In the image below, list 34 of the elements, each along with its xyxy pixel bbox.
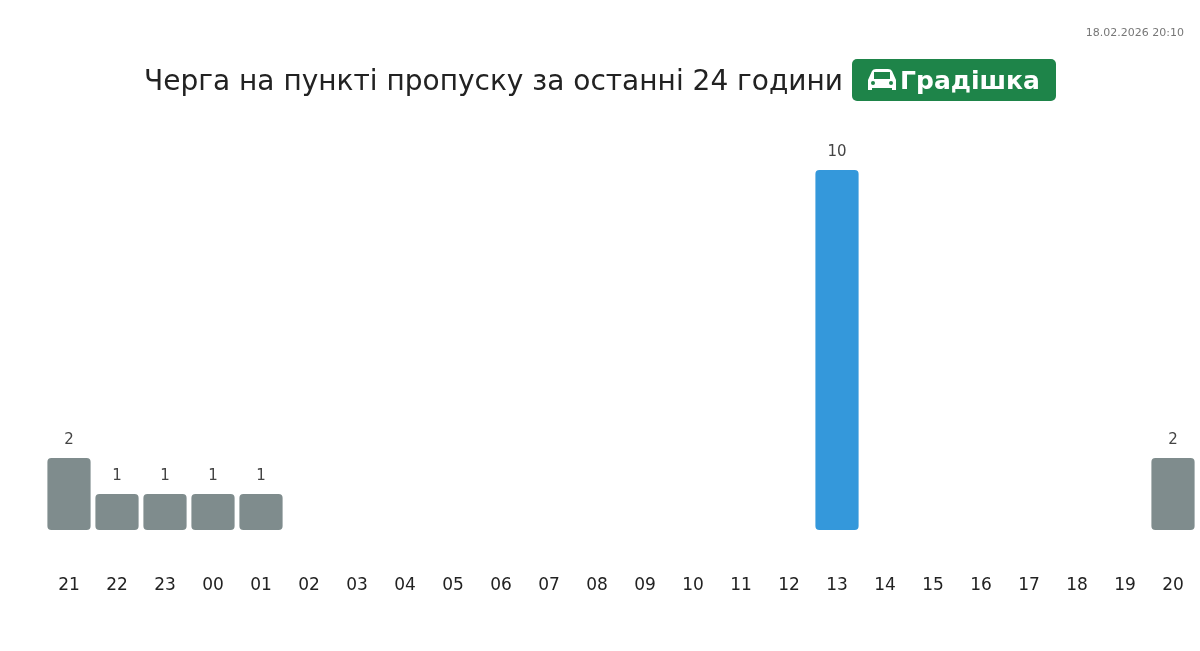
- x-tick-label: 15: [922, 574, 944, 594]
- x-tick-label: 10: [682, 574, 704, 594]
- data-label: 2: [64, 430, 74, 448]
- x-tick-label: 21: [58, 574, 80, 594]
- x-tick-label: 22: [106, 574, 128, 594]
- x-tick-label: 08: [586, 574, 608, 594]
- x-tick-label: 05: [442, 574, 464, 594]
- x-tick-label: 00: [202, 574, 224, 594]
- x-tick-label: 09: [634, 574, 656, 594]
- x-tick-label: 02: [298, 574, 320, 594]
- data-label: 1: [160, 466, 170, 484]
- x-tick-label: 20: [1162, 574, 1184, 594]
- x-tick-label: 16: [970, 574, 992, 594]
- x-tick-label: 12: [778, 574, 800, 594]
- x-tick-label: 18: [1066, 574, 1088, 594]
- data-label: 1: [256, 466, 266, 484]
- chart-subtitle: Градішка: [900, 66, 1040, 95]
- text: 18.02.2026 20:10: [1085, 26, 1184, 39]
- x-tick-label: 01: [250, 574, 272, 594]
- data-label: 1: [112, 466, 122, 484]
- data-label: 1: [208, 466, 218, 484]
- x-tick-label: 23: [154, 574, 176, 594]
- x-tick-label: 03: [346, 574, 368, 594]
- data-label: 10: [827, 142, 847, 160]
- x-tick-label: 14: [874, 574, 896, 594]
- data-label: 2: [1168, 430, 1178, 448]
- x-tick-label: 19: [1114, 574, 1136, 594]
- x-tick-label: 07: [538, 574, 560, 594]
- chart-title: Черга на пункті пропуску за останні 24 години: [144, 64, 843, 97]
- x-tick-label: 11: [730, 574, 752, 594]
- x-tick-label: 17: [1018, 574, 1040, 594]
- x-tick-label: 13: [826, 574, 848, 594]
- x-tick-label: 04: [394, 574, 416, 594]
- x-tick-label: 06: [490, 574, 512, 594]
